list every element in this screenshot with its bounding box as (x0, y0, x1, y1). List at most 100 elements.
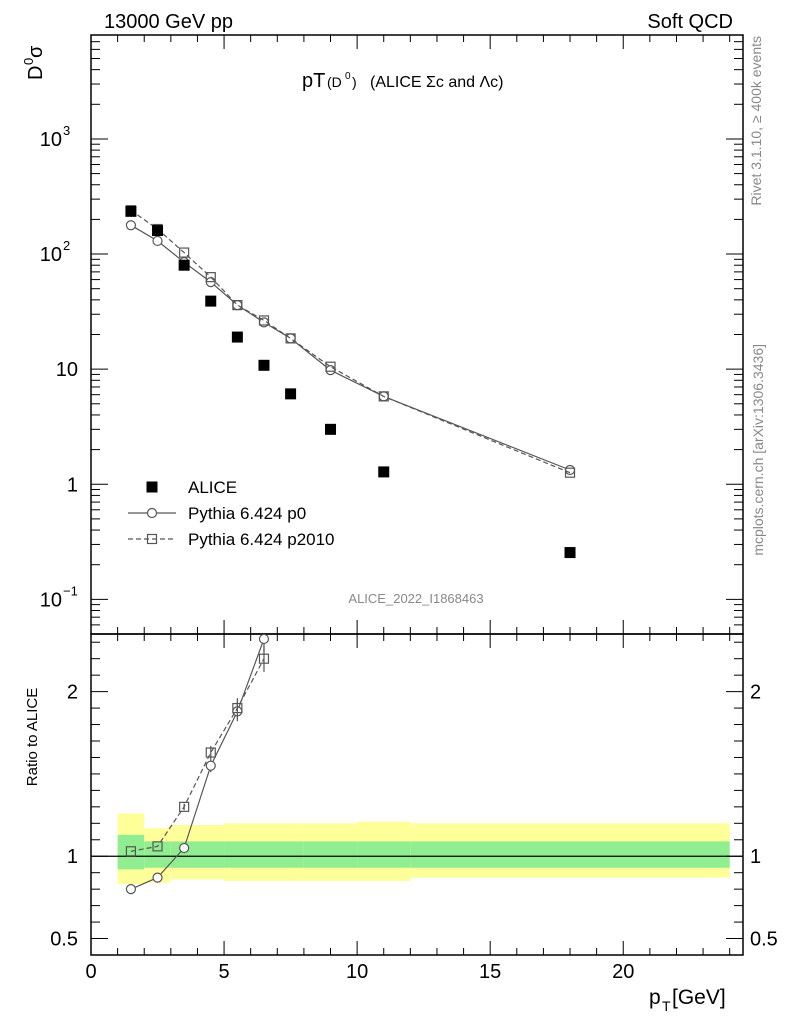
band-inner-4 (303, 841, 358, 868)
band-inner-0 (117, 834, 145, 870)
legend-label: Pythia 6.424 p2010 (188, 530, 335, 549)
x-tick-label: 0 (85, 961, 96, 983)
y-tick-label-base: 10 (40, 244, 62, 266)
title-suffix: (ALICE Σc and Λc) (370, 74, 504, 91)
data-point (152, 225, 164, 237)
title-d-label: (D (327, 74, 342, 90)
data-point (258, 315, 270, 326)
ratio-frame (90, 633, 744, 956)
title-main: pT (302, 70, 325, 92)
ylabel-top-sup: 0 (21, 58, 36, 65)
legend-marker (146, 507, 158, 519)
data-point (179, 842, 190, 854)
y-tick-label-base: 10 (40, 589, 62, 611)
ratio-y-tick-label-right: 2 (750, 682, 761, 704)
data-point (258, 653, 270, 664)
series-line (130, 209, 571, 474)
legend-entry: Pythia 6.424 p0 (128, 504, 306, 523)
y-tick-label-exp: −1 (63, 583, 78, 598)
data-point (152, 235, 163, 247)
ratio-y-tick-label-right: 1 (750, 846, 761, 868)
data-point (564, 547, 576, 559)
data-point (258, 359, 270, 371)
band-inner-3 (224, 841, 304, 868)
title-d-sup: 0 (345, 71, 351, 82)
data-point (125, 846, 137, 857)
x-tick-label: 5 (218, 961, 229, 983)
ratio-y-tick-label-right: 0.5 (750, 929, 778, 951)
data-point (125, 205, 137, 217)
data-point (378, 391, 389, 402)
legend-label: Pythia 6.424 p0 (188, 504, 306, 523)
y-axis-label-top: D 0 σ (21, 45, 47, 80)
data-point (179, 247, 190, 258)
y-tick-label-base: 1 (67, 474, 78, 496)
data-point (564, 464, 576, 476)
mcplots-label: mcplots.cern.ch [arXiv:1306.3436] (750, 344, 766, 556)
band-inner-5 (357, 841, 411, 868)
y-tick-label-exp: 3 (63, 123, 70, 138)
y-tick-label: 10 (56, 359, 78, 381)
y-tick-label-base: 10 (40, 129, 62, 151)
data-point (232, 702, 243, 714)
data-point (232, 300, 243, 311)
header-left: 13000 GeV pp (104, 11, 233, 33)
y-tick-label: 10 −1 (40, 583, 78, 611)
x-tick-label: 20 (612, 961, 634, 983)
data-point (325, 365, 336, 376)
legend-entry: Pythia 6.424 p2010 (128, 530, 335, 549)
band-inner-6 (410, 841, 730, 868)
legend-entry: ALICE (146, 478, 237, 497)
y-tick-label-exp: 2 (63, 238, 70, 253)
ylabel-top-base: D (25, 66, 47, 80)
header-right: Soft QCD (647, 11, 733, 33)
x-tick-label: 15 (479, 961, 501, 983)
series-line (130, 658, 265, 852)
data-point (152, 841, 163, 852)
y-tick-label: 10 2 (40, 238, 70, 266)
ratio-y-tick-label-left: 0.5 (50, 929, 78, 951)
ratio-y-tick-label-left: 2 (67, 682, 78, 704)
x-axis-label: p T [GeV] (649, 986, 726, 1014)
data-point (325, 423, 337, 435)
data-point (325, 361, 336, 372)
data-point (125, 220, 137, 231)
ylabel-top-tail: σ (25, 45, 47, 58)
data-point (125, 884, 137, 895)
data-point (258, 633, 270, 645)
watermark: ALICE_2022_I1868463 (348, 591, 483, 606)
xlabel-base: p (649, 986, 661, 1009)
xlabel-tail: [GeV] (672, 986, 726, 1009)
data-point (285, 388, 297, 400)
data-point (178, 259, 190, 271)
rivet-label: Rivet 3.1.10, ≥ 400k events (748, 36, 764, 206)
legend-marker (146, 481, 158, 493)
data-point (285, 333, 296, 344)
y-tick-label: 1 (67, 474, 78, 496)
ratio-plot: 0 5 10 15 20 0.5 0.5 1 1 2 2 (50, 633, 778, 983)
data-point (205, 295, 217, 307)
y-tick-label: 10 3 (40, 123, 70, 151)
data-point (564, 467, 576, 478)
data-point (231, 331, 243, 343)
y-axis-label-bottom: Ratio to ALICE (24, 688, 41, 786)
plot-title: pT (D 0 ) (ALICE Σc and Λc) (302, 70, 504, 92)
x-tick-label: 10 (346, 961, 368, 983)
data-point (205, 272, 216, 283)
legend-marker (146, 533, 158, 545)
data-point (205, 747, 216, 758)
y-tick-label-base: 10 (56, 359, 78, 381)
legend: ALICE Pythia 6.424 p0 Pythia 6.424 p2010 (128, 478, 335, 549)
ratio-y-tick-label-left: 1 (67, 846, 78, 868)
title-d-close: ) (352, 74, 357, 90)
data-point (285, 333, 296, 344)
series-line (130, 224, 571, 471)
data-point (205, 760, 216, 771)
data-point (378, 466, 390, 478)
data-point (152, 872, 163, 883)
xlabel-sub: T (662, 998, 671, 1014)
data-point (179, 801, 190, 812)
legend-label: ALICE (188, 478, 237, 497)
